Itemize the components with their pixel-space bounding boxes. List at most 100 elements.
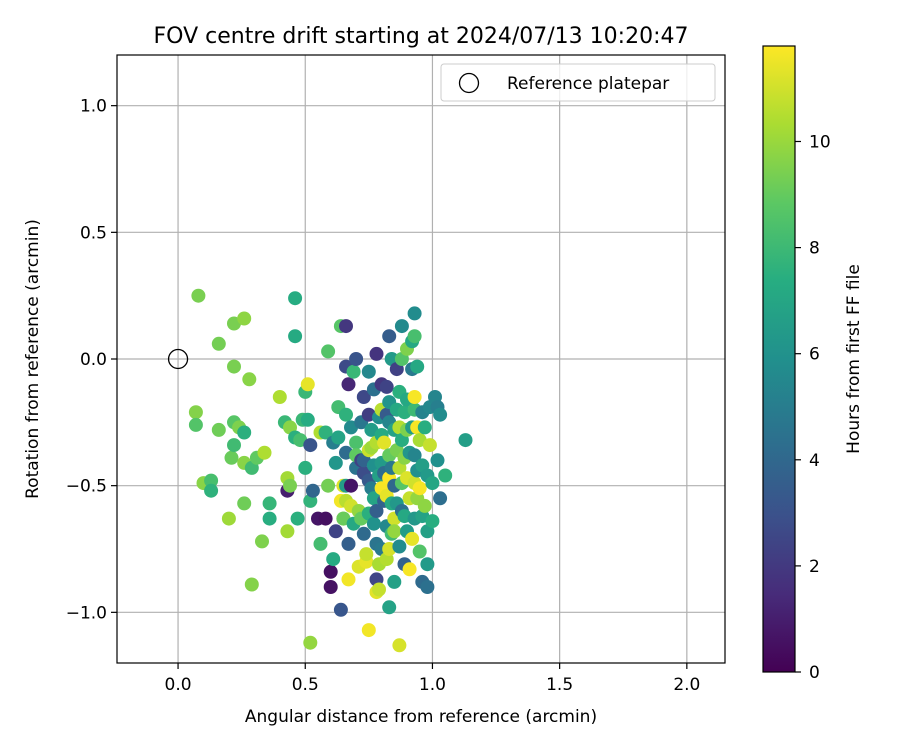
y-tick-label: 1.0 [80,97,107,117]
y-tick-label: −1.0 [66,603,107,623]
scatter-point [425,514,440,529]
scatter-point [349,435,364,450]
scatter-point [344,478,358,493]
scatter-point [204,473,219,488]
scatter-point [412,481,427,496]
scatter-point [430,453,445,468]
scatter-point [188,417,203,432]
scatter-point [323,564,338,579]
y-axis-label: Rotation from reference (arcmin) [23,219,43,499]
scatter-point [333,602,348,617]
scatter-point [283,478,297,493]
x-tick-label: 1.0 [419,675,446,695]
x-axis-label: Angular distance from reference (arcmin) [245,707,597,727]
scatter-point [425,476,440,491]
scatter-point [366,516,381,531]
y-tick-label: 0.5 [80,223,107,243]
scatter-point [318,511,333,526]
scatter-point [438,468,453,483]
scatter-point [211,336,226,351]
legend: Reference platepar [440,63,716,102]
colorbar-tick-label: 6 [809,345,820,365]
scatter-point [361,364,376,379]
scatter-point [369,346,384,361]
scatter-point [255,534,269,549]
scatter-point [244,577,259,592]
scatter-point [392,539,407,554]
scatter-point [191,288,206,303]
colorbar-tick-label: 0 [809,663,820,683]
colorbar-frame [762,45,796,673]
scatter-point [382,329,397,344]
scatter-point [300,412,315,427]
reference-platepar-marker [167,348,189,370]
scatter-point [288,291,303,306]
scatter-point [359,547,374,562]
scatter-point [227,359,241,374]
scatter-point [433,407,448,422]
scatter-point [407,390,422,404]
colorbar-label: Hours from first FF file [844,264,864,454]
grid [117,55,725,663]
scatter-point [349,352,364,366]
x-tick-label: 0.0 [165,675,192,695]
scatter-point [221,511,236,526]
scatter-points [188,288,473,653]
scatter-point [356,390,371,404]
scatter-point [387,524,402,539]
scatter-point [305,483,320,498]
scatter-point [262,511,277,526]
chart-title: FOV centre drift starting at 2024/07/13 … [154,24,689,49]
scatter-point [382,600,397,615]
scatter-point [402,562,417,577]
scatter-point [331,430,346,445]
scatter-point [303,438,318,453]
scatter-point [321,344,336,359]
scatter-point [298,460,313,475]
colorbar-tick-label: 10 [809,132,831,152]
scatter-point [204,483,219,498]
scatter-point [188,405,203,420]
scatter-point [412,544,427,559]
scatter-point [377,435,392,450]
scatter-point [405,531,420,546]
scatter-point [328,455,343,470]
legend-box [440,63,716,102]
scatter-point [407,306,422,321]
scatter-point [280,524,295,539]
scatter-point [422,438,437,453]
scatter-point [356,526,371,541]
scatter-point [211,422,226,437]
scatter-point [237,311,252,326]
scatter-point [339,407,353,422]
scatter-point [313,536,328,551]
scatter-point [341,377,356,392]
scatter-point [410,359,425,374]
scatter-point [372,582,386,597]
scatter-point [417,420,432,435]
x-tick-label: 2.0 [673,675,700,695]
scatter-point [420,557,435,572]
scatter-point [417,498,432,513]
scatter-point [407,329,422,344]
scatter-point [272,390,287,404]
scatter-point [326,552,341,567]
scatter-point [339,319,353,334]
scatter-point [420,580,435,594]
scatter-point [237,496,252,511]
scatter-point [227,438,241,453]
legend-marker-open-circle [458,72,480,94]
scatter-point [433,491,448,506]
scatter-point [323,580,338,594]
colorbar [763,46,795,672]
scatter-point [257,445,272,460]
scatter-point [407,448,422,463]
scatter-point [237,425,252,440]
scatter-point [379,379,394,394]
colorbar-tick-label: 2 [809,557,820,577]
scatter-point [321,478,336,493]
scatter-point [318,425,333,440]
scatter-point [341,572,356,587]
scatter-point [288,329,303,344]
